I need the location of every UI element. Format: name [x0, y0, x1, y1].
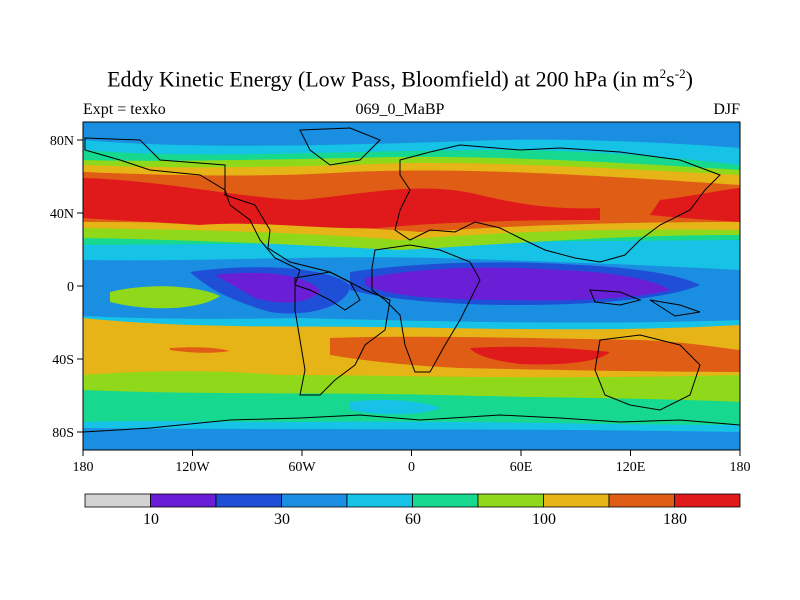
colorbar-label: 180: [663, 511, 687, 528]
y-tick-label: 40S: [52, 353, 74, 368]
y-tick-label: 0: [67, 280, 74, 295]
x-tick-label: 120E: [616, 460, 646, 475]
y-tick-label: 40N: [50, 207, 74, 222]
x-tick-label: 180: [730, 460, 751, 475]
colorbar-box: [215, 493, 282, 508]
x-tick-label: 60E: [510, 460, 533, 475]
colorbar-box: [412, 493, 479, 508]
colorbar-label: 60: [405, 511, 421, 528]
x-tick-label: 180: [73, 460, 94, 475]
y-tick-label: 80S: [52, 426, 74, 441]
x-tick-label: 0: [408, 460, 415, 475]
chart-title: Eddy Kinetic Energy (Low Pass, Bloomfiel…: [107, 66, 693, 92]
colorbar: [84, 493, 741, 508]
colorbar-box: [281, 493, 348, 508]
x-tick-label: 120W: [175, 460, 210, 475]
coastlines: [83, 127, 740, 433]
colorbar-box: [150, 493, 217, 508]
x-tick-label: 60W: [288, 460, 316, 475]
y-tick-label: 80N: [50, 134, 74, 149]
colorbar-box: [608, 493, 675, 508]
colorbar-label: 30: [274, 511, 290, 528]
colorbar-box: [84, 493, 151, 508]
season-label: DJF: [713, 101, 740, 118]
colorbar-box: [477, 493, 544, 508]
tick-marks: [77, 139, 741, 456]
colorbar-box: [674, 493, 741, 508]
colorbar-label: 100: [532, 511, 556, 528]
run-label: 069_0_MaBP: [355, 101, 445, 118]
colorbar-box: [543, 493, 610, 508]
experiment-label: Expt = texko: [83, 101, 166, 118]
colorbar-label: 10: [143, 511, 159, 528]
contour-fill: [83, 122, 740, 450]
colorbar-box: [346, 493, 413, 508]
